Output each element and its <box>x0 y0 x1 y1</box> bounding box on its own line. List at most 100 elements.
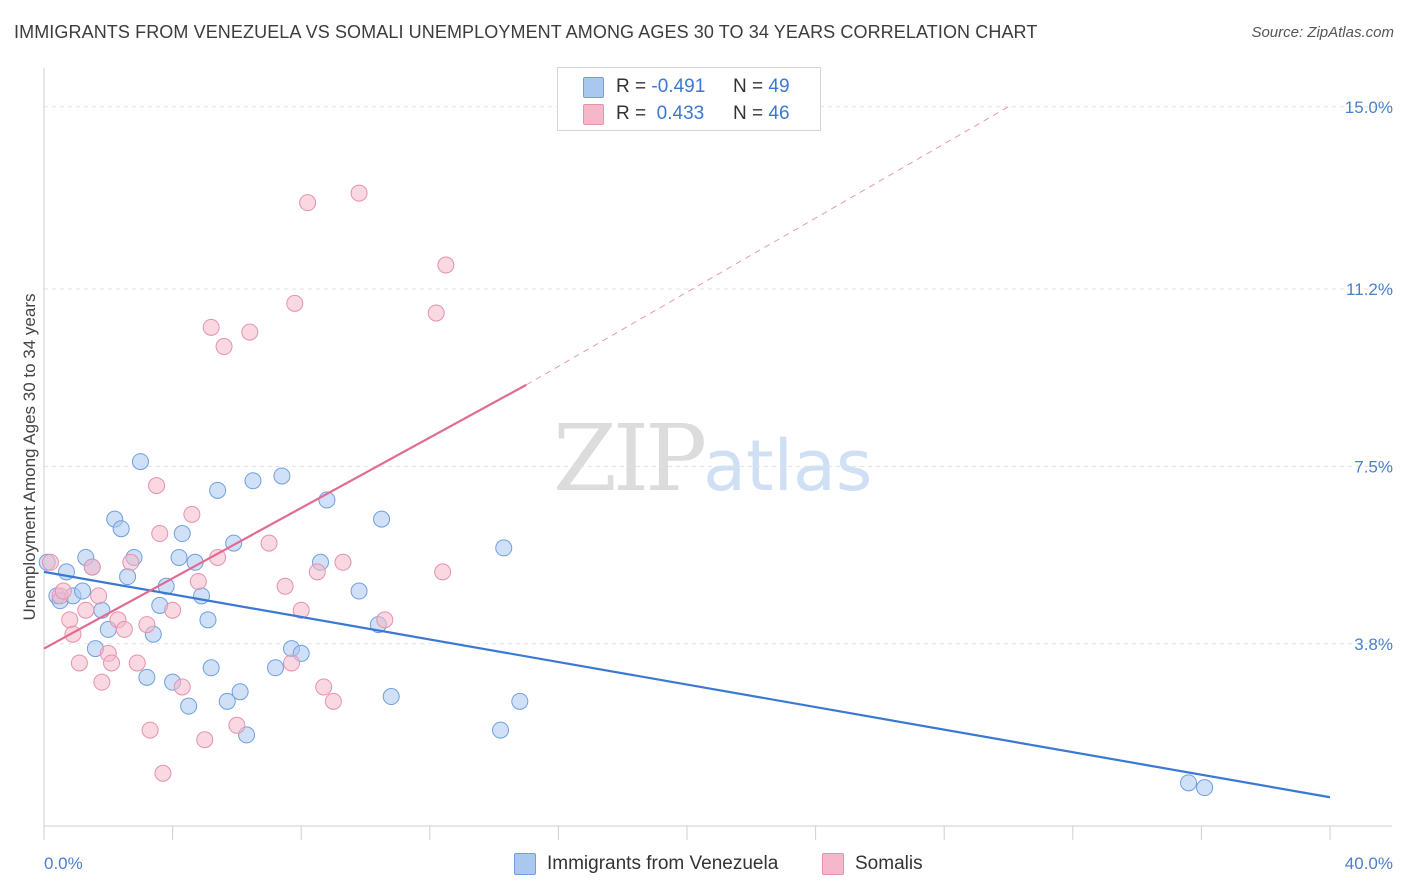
somalis-point <box>324 692 342 710</box>
y-tick-label: 3.8% <box>1354 635 1393 654</box>
somalis-point <box>334 553 352 571</box>
somalis-point <box>70 654 88 672</box>
venezuela-point <box>492 721 510 739</box>
bottom-swatch-venezuela <box>514 853 536 875</box>
venezuela-point <box>112 520 130 538</box>
somalis-point <box>292 601 310 619</box>
venezuela-point <box>173 525 191 543</box>
venezuela-point <box>138 668 156 686</box>
venezuela-point <box>119 568 137 586</box>
somalis-point <box>41 553 59 571</box>
somalis-point <box>141 721 159 739</box>
venezuela-trend-line <box>43 570 1331 799</box>
trend-layer <box>43 106 1331 799</box>
somalis-point <box>54 582 72 600</box>
somalis-point <box>154 764 172 782</box>
legend-n-somalis: N = 46 <box>733 103 790 125</box>
watermark-zip: ZIP <box>553 405 707 512</box>
venezuela-point <box>495 539 513 557</box>
legend-r-label: R = <box>616 76 647 97</box>
somalis-point <box>427 304 445 322</box>
venezuela-point <box>170 548 188 566</box>
legend-swatch-venezuela <box>583 76 604 98</box>
chart-title: IMMIGRANTS FROM VENEZUELA VS SOMALI UNEM… <box>14 22 1038 42</box>
somalis-point <box>434 563 452 581</box>
somalis-point <box>286 294 304 312</box>
venezuela-point <box>209 481 227 499</box>
somalis-point <box>148 477 166 495</box>
somalis-point <box>138 616 156 634</box>
somalis-point <box>128 654 146 672</box>
venezuela-point <box>382 688 400 706</box>
somalis-point <box>151 525 169 543</box>
venezuela-point <box>202 659 220 677</box>
venezuela-point <box>74 582 92 600</box>
legend-r-venezuela: R = -0.491 <box>616 76 705 98</box>
venezuela-point <box>244 472 262 490</box>
axes <box>43 68 1392 840</box>
bottom-swatch-somalis <box>822 853 844 875</box>
somalis-point <box>376 611 394 629</box>
venezuela-point <box>199 611 217 629</box>
venezuela-point <box>131 453 149 471</box>
y-tick-label: 15.0% <box>1345 98 1393 117</box>
venezuela-point <box>231 683 249 701</box>
venezuela-point <box>511 692 529 710</box>
somalis-trend-extension <box>526 106 1009 386</box>
somalis-point <box>196 731 214 749</box>
somalis-point <box>90 587 108 605</box>
bottom-legend-label: Somalis <box>855 853 923 874</box>
series-layer <box>38 184 1214 797</box>
venezuela-point <box>373 510 391 528</box>
somalis-point <box>122 553 140 571</box>
y-tick-label: 7.5% <box>1354 457 1393 476</box>
venezuela-point <box>1180 774 1198 792</box>
somalis-point <box>276 577 294 595</box>
correlation-legend: R = -0.491 N = 49 R = 0.433 N = 46 <box>557 67 821 131</box>
somalis-point <box>228 716 246 734</box>
somalis-point <box>189 572 207 590</box>
somalis-point <box>164 601 182 619</box>
y-tick-label: 11.2% <box>1346 280 1393 299</box>
legend-r-value: 0.433 <box>651 103 705 124</box>
somalis-point <box>77 601 95 619</box>
legend-n-label: N = <box>733 103 764 124</box>
legend-r-value: -0.491 <box>651 76 706 97</box>
legend-n-value: 49 <box>768 76 790 97</box>
somalis-point <box>173 678 191 696</box>
x-tick-label: 0.0% <box>44 854 83 873</box>
legend-r-label: R = <box>616 103 647 124</box>
bottom-legend-venezuela: Immigrants from Venezuela <box>514 852 778 876</box>
venezuela-point <box>350 582 368 600</box>
venezuela-point <box>273 467 291 485</box>
somalis-point <box>315 678 333 696</box>
bottom-legend-label: Immigrants from Venezuela <box>547 853 779 874</box>
somalis-point <box>83 558 101 576</box>
somalis-point <box>241 323 259 341</box>
somalis-point <box>93 673 111 691</box>
venezuela-point <box>1196 779 1214 797</box>
somalis-point <box>215 338 233 356</box>
somalis-trend-line <box>43 383 527 650</box>
tick-labels: 3.8% 7.5% 11.2% 15.0% 0.0% 40.0% <box>44 98 1393 873</box>
somalis-point <box>61 611 79 629</box>
legend-n-venezuela: N = 49 <box>733 76 790 98</box>
somalis-point <box>299 194 317 212</box>
somalis-point <box>260 534 278 552</box>
source-label: Source: ZipAtlas.com <box>1251 24 1394 41</box>
legend-n-value: 46 <box>768 103 790 124</box>
somalis-point <box>202 318 220 336</box>
somalis-point <box>183 505 201 523</box>
somalis-point <box>115 620 133 638</box>
legend-swatch-somalis <box>583 103 604 125</box>
legend-n-label: N = <box>733 76 764 97</box>
grid-lines <box>44 106 1392 645</box>
legend-r-somalis: R = 0.433 <box>616 103 704 125</box>
somalis-point <box>283 654 301 672</box>
somalis-point <box>103 654 121 672</box>
somalis-point <box>437 256 455 274</box>
bottom-legend-somalis: Somalis <box>822 852 923 876</box>
somalis-point <box>350 184 368 202</box>
venezuela-point <box>180 697 198 715</box>
